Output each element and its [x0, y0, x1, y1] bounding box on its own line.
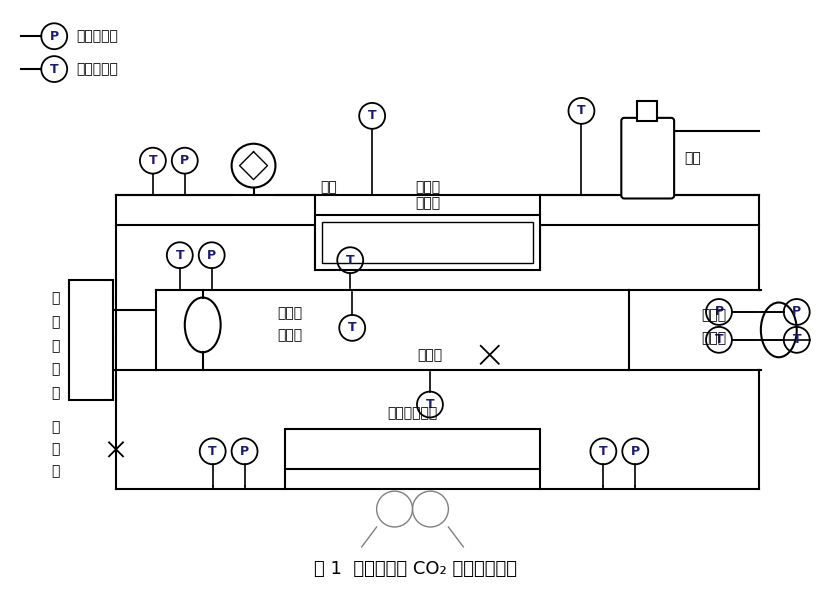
Text: T: T: [578, 104, 586, 118]
Text: 板: 板: [51, 291, 59, 305]
FancyBboxPatch shape: [622, 118, 674, 199]
Text: T: T: [346, 254, 355, 267]
Bar: [285, 429, 539, 470]
Text: 流: 流: [51, 442, 59, 456]
Text: T: T: [715, 333, 723, 347]
Text: 压缩机: 压缩机: [701, 331, 726, 345]
Text: 图 1  并行跨临界 CO₂ 循环系统原理: 图 1 并行跨临界 CO₂ 循环系统原理: [313, 560, 517, 578]
Text: 套管式: 套管式: [415, 180, 440, 194]
Text: 换: 换: [51, 339, 59, 353]
Bar: [69, 280, 113, 400]
Text: 节: 节: [51, 420, 59, 434]
Text: 水筜: 水筜: [684, 151, 701, 165]
Text: 翅片管蕉发器: 翅片管蕉发器: [387, 406, 438, 420]
Text: T: T: [425, 398, 435, 411]
Text: T: T: [209, 445, 217, 458]
Bar: [322, 222, 533, 263]
Text: 节流阀: 节流阀: [417, 348, 443, 362]
Text: P: P: [240, 445, 249, 458]
Text: T: T: [175, 248, 184, 262]
Text: P: P: [180, 154, 189, 167]
Text: P: P: [631, 445, 640, 458]
Text: 压缩机: 压缩机: [278, 328, 302, 342]
Text: 器: 器: [51, 387, 59, 401]
Text: P: P: [792, 306, 801, 319]
Text: T: T: [793, 333, 801, 347]
Text: T: T: [348, 322, 356, 334]
Text: T: T: [50, 63, 58, 76]
Text: 主循环: 主循环: [701, 308, 726, 322]
Text: T: T: [368, 110, 376, 122]
Text: 换热器: 换热器: [415, 197, 440, 211]
Text: P: P: [50, 30, 59, 43]
Text: 阀: 阀: [51, 464, 59, 478]
Text: T: T: [599, 445, 607, 458]
Text: 过冷器: 过冷器: [278, 306, 302, 320]
Text: 式: 式: [51, 315, 59, 329]
Text: 热: 热: [51, 363, 59, 377]
Bar: [315, 216, 539, 270]
Text: 压力传感器: 压力传感器: [76, 29, 118, 43]
Text: 温度传感器: 温度传感器: [76, 62, 118, 76]
Bar: [637, 101, 657, 121]
Text: P: P: [715, 306, 724, 319]
Text: P: P: [207, 248, 216, 262]
Text: T: T: [149, 154, 157, 167]
Text: 水泵: 水泵: [320, 180, 337, 194]
